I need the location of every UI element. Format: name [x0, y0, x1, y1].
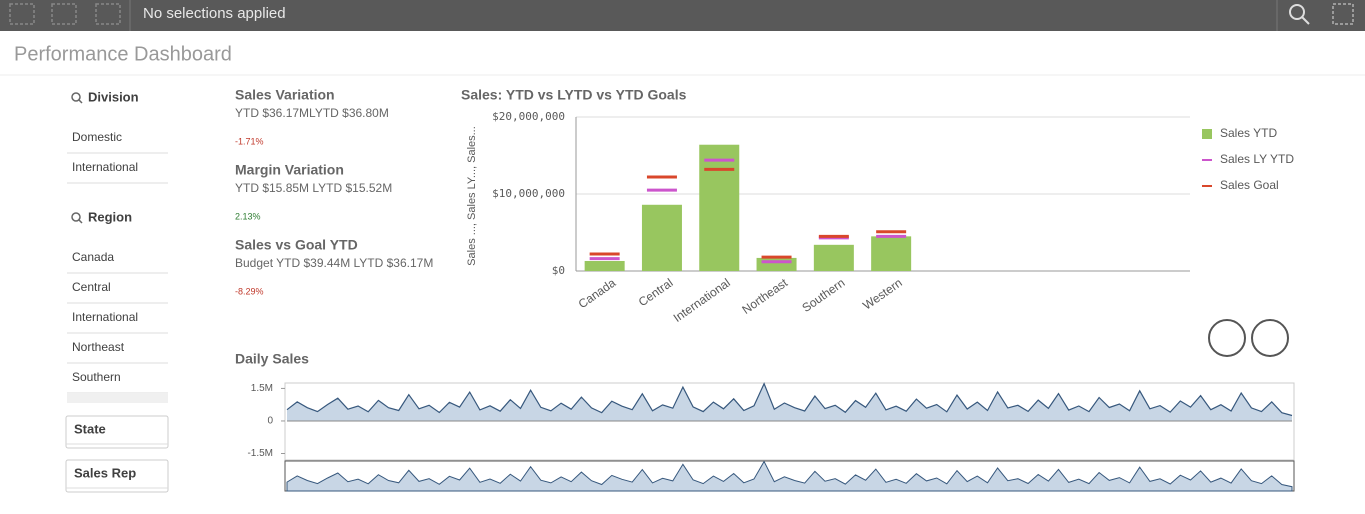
bar[interactable] [756, 257, 797, 271]
x-tick-label: Western [860, 276, 904, 313]
select-icon[interactable] [1332, 3, 1354, 25]
x-tick-label: Northeast [739, 275, 790, 317]
search-icon [78, 219, 83, 224]
filter-item[interactable]: Canada [72, 250, 114, 264]
filter-title: Region [88, 209, 132, 224]
search-icon[interactable] [1289, 4, 1310, 25]
legend-label[interactable]: Sales YTD [1220, 126, 1277, 140]
y-tick-label: 0 [267, 416, 273, 427]
filter-title[interactable]: State [74, 421, 106, 436]
filter-box[interactable] [65, 459, 169, 493]
filter-box[interactable] [65, 415, 169, 449]
bar[interactable] [584, 260, 625, 271]
bar[interactable] [813, 244, 854, 271]
area [287, 383, 1292, 421]
x-tick-label: International [671, 276, 733, 325]
legend-swatch [1202, 129, 1212, 139]
y-tick-label: $10,000,000 [492, 187, 565, 200]
filter-title[interactable]: Sales Rep [74, 465, 136, 480]
more-items [67, 393, 168, 403]
search-icon [78, 99, 83, 104]
kpi-detail: Budget YTD $39.44M LYTD $36.17M [235, 256, 433, 270]
filter-item[interactable]: International [72, 310, 138, 324]
chart-button[interactable] [1208, 319, 1246, 357]
y-tick-label: $0 [552, 264, 565, 277]
y-axis-title: Sales ..., Sales LY..., Sales... [466, 126, 478, 266]
sheet-title: Performance Dashboard [14, 43, 232, 65]
kpi-detail: YTD $36.17MLYTD $36.80M [235, 106, 389, 120]
line [286, 382, 1293, 417]
kpi-title: Margin Variation [235, 162, 344, 178]
x-tick-label: Central [636, 276, 676, 310]
x-tick-label: Canada [576, 275, 619, 311]
y-tick-label: $20,000,000 [492, 110, 565, 123]
filter-item[interactable]: Northeast [72, 340, 125, 354]
legend-label[interactable]: Sales Goal [1220, 178, 1279, 192]
y-tick-label: 1.5M [251, 383, 273, 394]
kpi-title: Sales vs Goal YTD [235, 237, 358, 253]
selections-text[interactable]: No selections applied [143, 5, 286, 22]
chart-button[interactable] [1251, 319, 1289, 357]
chart-title: Sales: YTD vs LYTD vs YTD Goals [461, 87, 687, 103]
search-icon [71, 92, 81, 102]
y-tick-label: -1.5M [247, 448, 273, 459]
toolbar-icons [9, 3, 121, 25]
kpi-detail: YTD $15.85M LYTD $15.52M [235, 181, 392, 195]
kpi-title: Sales Variation [235, 87, 335, 103]
filter-item[interactable]: Domestic [72, 130, 122, 144]
bar[interactable] [699, 144, 740, 271]
bar[interactable] [871, 236, 912, 271]
filter-item[interactable]: Central [72, 280, 111, 294]
filter-item[interactable]: Southern [72, 370, 121, 384]
filter-title: Division [88, 89, 139, 104]
toolbar [0, 0, 1365, 31]
legend-label[interactable]: Sales LY YTD [1220, 152, 1294, 166]
kpi-change: -8.29% [235, 286, 264, 296]
bar[interactable] [641, 204, 682, 271]
x-tick-label: Southern [799, 276, 847, 315]
filter-item[interactable]: International [72, 160, 138, 174]
kpi-change: -1.71% [235, 136, 264, 146]
navigator-area [286, 460, 1293, 492]
plot-frame [284, 382, 1295, 461]
search-icon [71, 212, 81, 222]
kpi-change: 2.13% [235, 211, 261, 221]
chart-title: Daily Sales [235, 351, 309, 367]
